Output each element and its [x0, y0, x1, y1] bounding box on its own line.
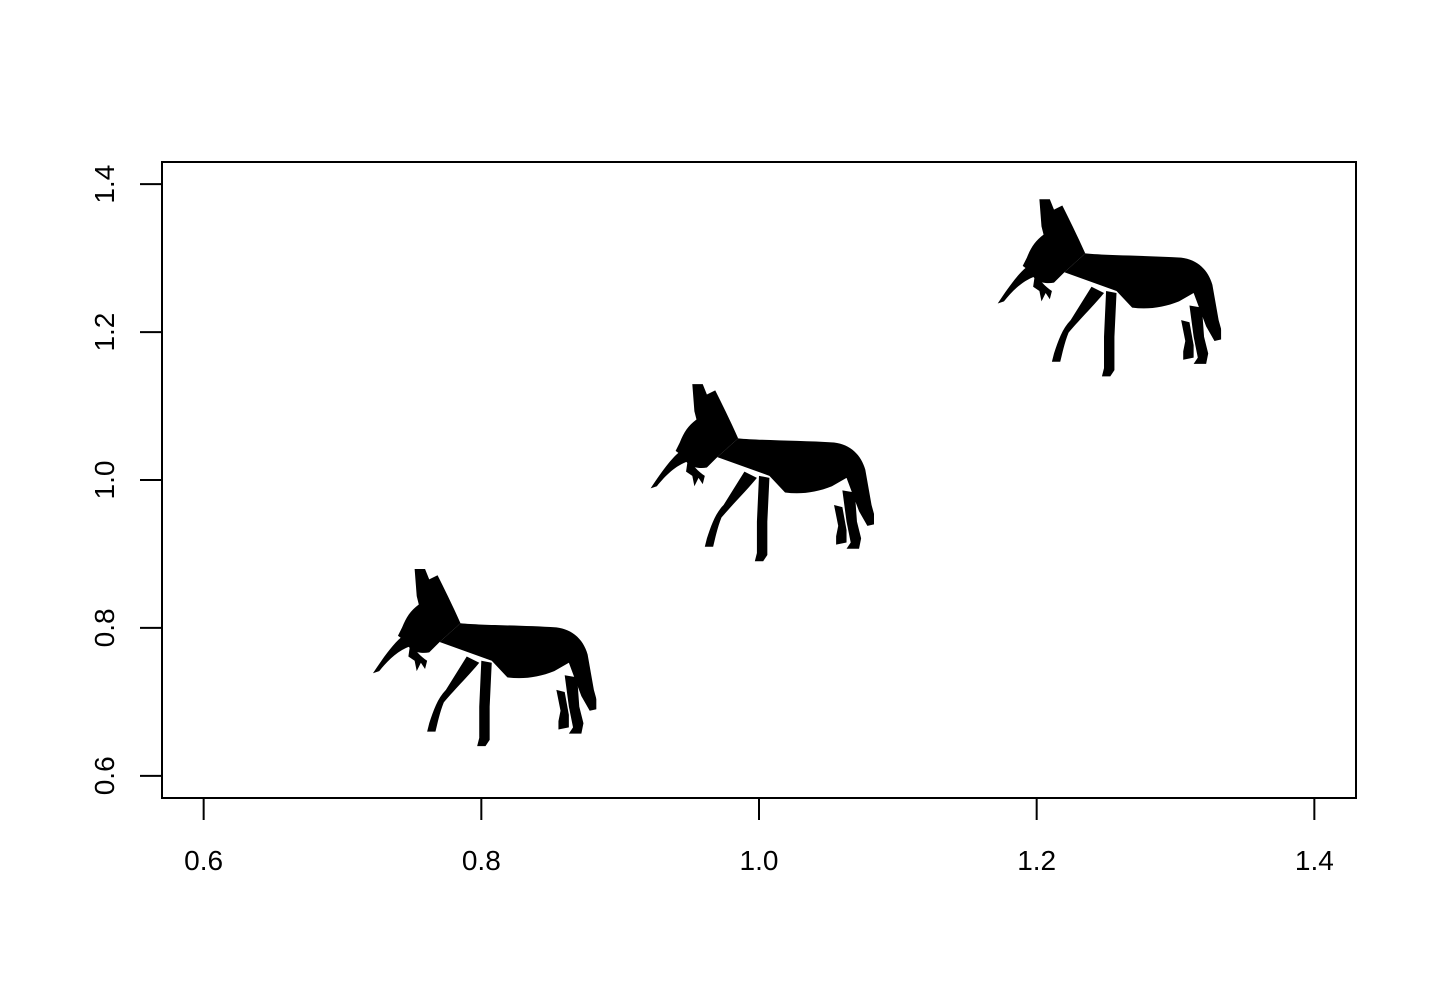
- y-axis: 0.6 0.8 1.0 1.2 1.4: [89, 165, 163, 795]
- wolf-marker-icon: [372, 569, 597, 747]
- x-tick-label: 0.6: [184, 845, 223, 876]
- data-points: [372, 199, 1222, 747]
- y-tick-label: 0.8: [89, 608, 120, 647]
- y-tick-label: 1.0: [89, 461, 120, 500]
- x-tick-label: 0.8: [462, 845, 501, 876]
- x-tick-label: 1.2: [1017, 845, 1056, 876]
- x-axis: 0.6 0.8 1.0 1.2 1.4: [184, 797, 1334, 876]
- y-tick-label: 1.4: [89, 165, 120, 204]
- wolf-marker-icon: [650, 384, 874, 562]
- wolf-marker-icon: [997, 199, 1222, 377]
- y-tick-label: 1.2: [89, 313, 120, 352]
- y-tick-label: 0.6: [89, 756, 120, 795]
- x-tick-label: 1.0: [740, 845, 779, 876]
- x-tick-label: 1.4: [1295, 845, 1334, 876]
